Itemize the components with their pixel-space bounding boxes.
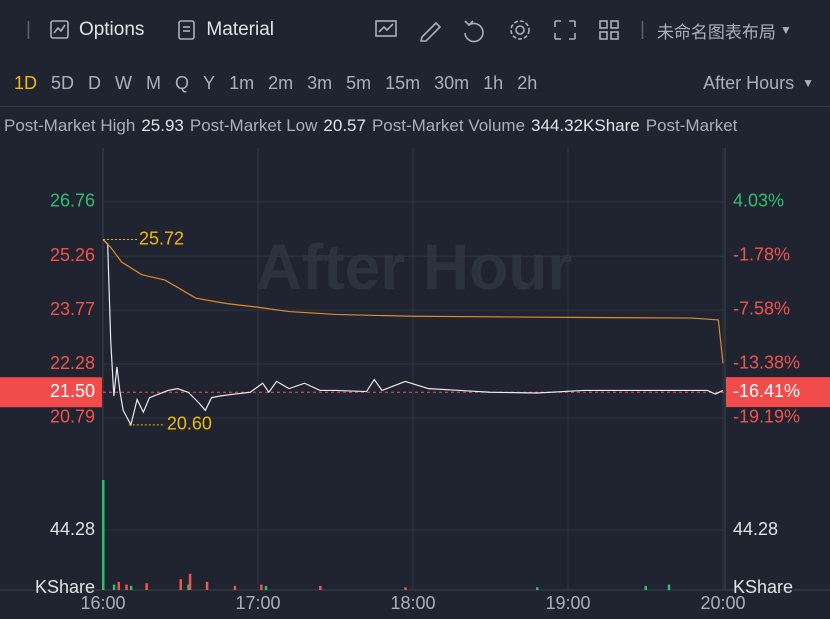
separator: | (26, 19, 31, 40)
y2-tick-label: 4.03% (733, 191, 784, 211)
price-line (102, 239, 724, 427)
timeframe-button[interactable]: 1h (483, 72, 504, 93)
timeframe-button[interactable]: 1D (14, 72, 38, 93)
last-price-label: 21.50 (50, 381, 95, 401)
stat-label: Post-Market Low (189, 116, 318, 135)
timeframe-button[interactable]: 3m (307, 72, 333, 93)
last-price-badge (0, 377, 102, 408)
timeframe-button[interactable]: 2h (517, 72, 538, 93)
timeframes: 1D 5D D W M Q Y 1m 2m 3m 5m 15m 30m 1h 2h (0, 73, 537, 94)
low-label: 20.60 (167, 414, 212, 434)
volume-bar (145, 583, 148, 590)
timeframe-button[interactable]: 30m (434, 72, 470, 93)
options-button[interactable]: Options (78, 19, 145, 40)
volume-bar (404, 587, 407, 590)
stat-value: 20.57 (323, 116, 366, 135)
last-change-label: -16.41% (733, 381, 800, 401)
x-tick-label: 20:00 (700, 593, 745, 613)
volume-unit: KShare (733, 577, 793, 597)
timeframe-button[interactable]: 2m (268, 72, 294, 93)
timeframe-button[interactable]: 1m (229, 72, 255, 93)
price-line (102, 239, 724, 364)
y-tick-label: 25.26 (50, 245, 95, 265)
volume-bar (233, 585, 237, 590)
stats-row: Post-Market High 25.93 Post-Market Low 20.5… (0, 107, 830, 145)
y-tick-label: 23.77 (50, 299, 95, 319)
volume-bar (205, 581, 209, 590)
timeframe-button[interactable]: M (146, 72, 162, 93)
volume-bar (667, 584, 671, 590)
timeframe-button[interactable]: 15m (385, 72, 421, 93)
y-tick-label: 22.28 (50, 353, 95, 373)
x-tick-label: 18:00 (390, 593, 435, 613)
session-select[interactable]: After Hours (703, 72, 795, 93)
volume-bar (187, 584, 190, 590)
options-icon[interactable] (49, 19, 71, 41)
last-change-badge (726, 377, 830, 408)
high-label: 25.72 (139, 228, 184, 248)
y2-tick-label: -7.58% (733, 299, 790, 319)
timeframe-bar: 1D 5D D W M Q Y 1m 2m 3m 5m 15m 30m 1h 2h After Hours … (0, 60, 830, 107)
stat-label: Post-Market (645, 116, 738, 135)
volume-bar (319, 585, 322, 590)
volume-bar (644, 585, 648, 590)
watermark: After Hour (256, 231, 572, 303)
timeframe-button[interactable]: 5m (346, 72, 372, 93)
timeframe-button[interactable]: W (115, 72, 133, 93)
separator: | (640, 19, 645, 40)
stat-label: Post-Market Volume (371, 116, 526, 135)
volume-bar (129, 585, 133, 590)
volume-tick-label: 44.28 (50, 519, 95, 539)
material-icon[interactable] (176, 19, 198, 41)
volume-bar (264, 585, 268, 590)
x-tick-label: 19:00 (545, 593, 590, 613)
layout-name[interactable]: 未命名图表布局 (656, 22, 776, 42)
stat-value: 344.32KShare (531, 116, 640, 135)
stat-label: Post-Market High (4, 116, 136, 135)
dropdown-arrow[interactable]: ▼ (779, 23, 792, 37)
x-tick-label: 16:00 (80, 593, 125, 613)
y2-tick-label: -19.19% (733, 407, 800, 427)
y-tick-label: 26.76 (50, 191, 95, 211)
volume-bar (125, 584, 128, 590)
stat-value: 25.93 (141, 116, 184, 135)
volume-bar (179, 579, 183, 590)
volume-bar (117, 581, 121, 590)
volume-bar (260, 584, 263, 590)
volume-tick-label: 44.28 (733, 519, 778, 539)
timeframe-button[interactable]: Y (203, 72, 216, 93)
volume-unit: KShare (35, 577, 95, 597)
timeframe-button[interactable]: D (88, 72, 102, 93)
volume-bar (536, 587, 539, 590)
y2-tick-label: -1.78% (733, 245, 790, 265)
timeframe-button[interactable]: 5D (51, 72, 75, 93)
material-button[interactable]: Material (206, 19, 274, 40)
tool-icons[interactable] (374, 17, 634, 43)
timeframe-button[interactable]: Q (175, 72, 190, 93)
dropdown-arrow[interactable]: ▼ (802, 76, 814, 90)
x-tick-label: 17:00 (235, 593, 280, 613)
plot-background (103, 148, 725, 590)
y-tick-label: 20.79 (50, 407, 95, 427)
volume-bar (188, 573, 192, 590)
volume-bar (102, 479, 105, 590)
toolbar: | Options Material | 未命名图表布局 ▼ (0, 0, 830, 60)
volume-bar (112, 584, 116, 590)
y2-tick-label: -13.38% (733, 353, 800, 373)
